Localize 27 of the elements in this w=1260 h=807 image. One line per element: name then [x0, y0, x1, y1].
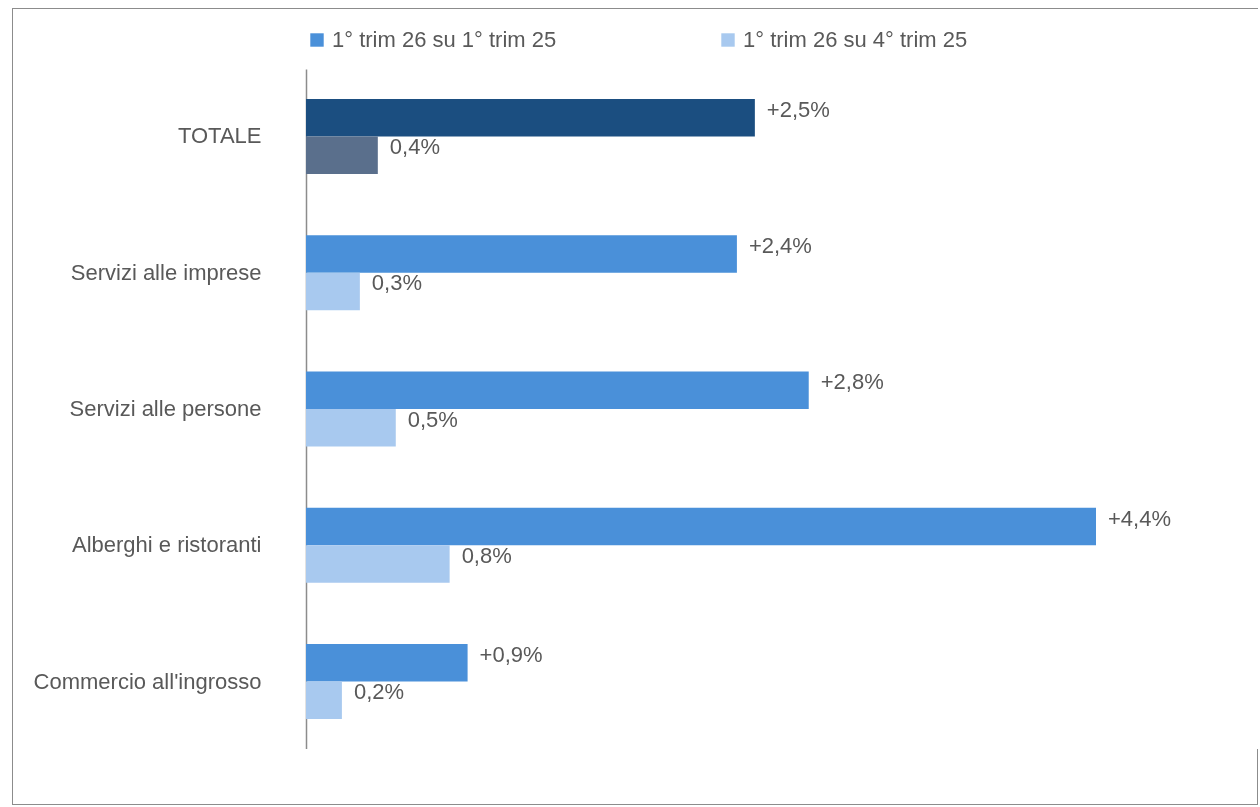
data-label: +4,4%: [1108, 505, 1171, 531]
bar: [306, 409, 396, 447]
data-label: +2,5%: [766, 96, 830, 122]
data-label: 0,2%: [353, 679, 405, 705]
bar: [306, 507, 1096, 546]
y-tick-label: Alberghi e ristoranti: [71, 532, 262, 558]
bar: [306, 272, 360, 311]
y-tick-label: Servizi alle persone: [69, 396, 262, 421]
data-label: +2,8%: [820, 369, 884, 395]
data-label: 0,3%: [371, 270, 423, 296]
data-label: +0,9%: [479, 641, 543, 667]
data-label: 0,8%: [461, 543, 512, 569]
data-label: 0,4%: [389, 134, 440, 160]
y-tick-label: TOTALE: [177, 123, 262, 149]
y-tick-label: Commercio all'ingrosso: [33, 668, 262, 694]
bar: [306, 98, 755, 137]
legend-label: 1° trim 26 su 1° trim 25: [332, 27, 557, 52]
data-label: 0,5%: [407, 406, 458, 432]
bar: [306, 644, 468, 682]
y-tick-label: Servizi alle imprese: [70, 259, 262, 285]
bar: [306, 545, 450, 583]
bar: [306, 136, 378, 174]
data-label: +2,4%: [748, 232, 812, 258]
legend-label: 1° trim 26 su 4° trim 25: [743, 27, 968, 52]
bar: [306, 681, 342, 720]
bar: [306, 235, 737, 273]
bar: [306, 371, 809, 409]
